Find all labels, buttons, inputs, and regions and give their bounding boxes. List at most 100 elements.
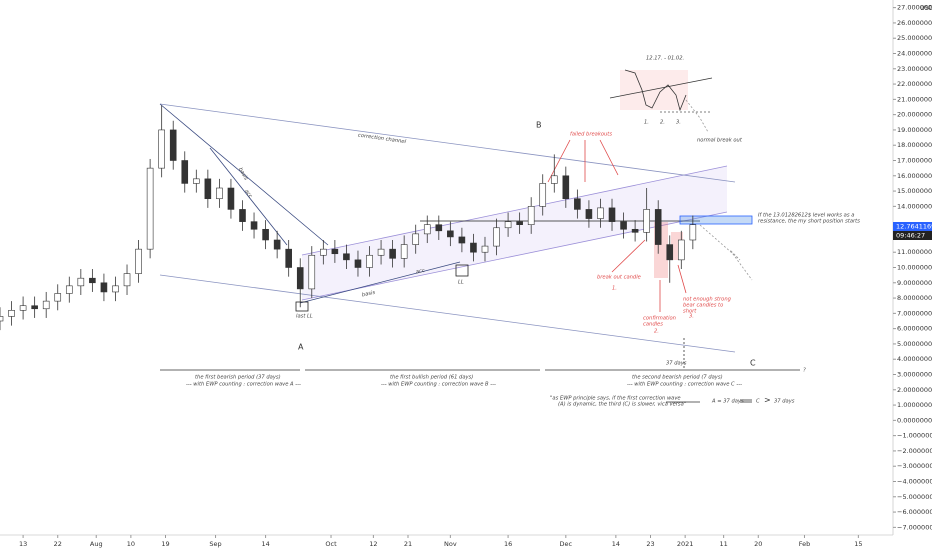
candle-body <box>562 175 570 200</box>
countdown-tag <box>893 231 932 240</box>
annotation: If the 13.01282612$ level works as a <box>758 213 854 219</box>
x-tick-label: 19 <box>161 540 169 548</box>
annotation: 37 days <box>774 399 795 405</box>
annotation: basis <box>237 167 249 182</box>
annotation: --- with EWP counting : correction wave … <box>381 382 496 388</box>
annotation: > <box>764 396 771 405</box>
annotation: last LL <box>296 314 313 320</box>
candle-body <box>54 293 62 302</box>
annotation: candles <box>643 322 663 328</box>
candle-body <box>597 207 604 219</box>
annotation: normal break out <box>697 138 743 144</box>
x-tick-label: 2021 <box>677 540 694 548</box>
annotation: the first bearish period (37 days) <box>195 375 281 381</box>
candle-body <box>262 228 269 241</box>
candle-body <box>308 254 316 290</box>
x-tick-label: 21 <box>404 540 412 548</box>
candle-body <box>412 233 420 245</box>
candle-body <box>389 248 396 259</box>
candle-body <box>550 175 558 184</box>
annotation: basis <box>361 290 376 299</box>
x-tick-label: Aug <box>90 540 103 548</box>
candle-body <box>527 206 535 226</box>
x-tick-label: Nov <box>444 540 457 548</box>
candle-body <box>666 244 674 261</box>
x-tick-label: Sep <box>209 540 221 548</box>
annotation: resistance, the my short position starts <box>758 219 860 225</box>
candle-body <box>574 198 581 210</box>
annotation: C <box>750 359 756 368</box>
candle-body <box>158 129 165 169</box>
annotation: 12.17. - 01.02. <box>646 56 684 62</box>
candle-body <box>539 183 547 207</box>
candle-body <box>435 224 443 232</box>
annotation: 37 days <box>666 361 687 367</box>
candle-body <box>677 239 685 261</box>
candle-body <box>42 300 50 310</box>
annotation: C <box>756 399 760 405</box>
candle-body <box>504 221 512 229</box>
countdown: 09:46:27 <box>896 232 925 240</box>
annotation: (A) is dynamic, the third (C) is slower,… <box>558 402 686 408</box>
candle-body <box>204 178 212 200</box>
candle-body <box>447 230 454 238</box>
candle-body <box>631 228 639 233</box>
annotation: --- with EWP counting : correction wave … <box>627 382 742 388</box>
x-tick-label: 12 <box>369 540 377 548</box>
candle-body <box>423 224 431 235</box>
candle-body <box>643 209 650 233</box>
candle-body <box>146 167 154 250</box>
candle-body <box>458 236 466 244</box>
candle-body <box>31 305 38 310</box>
drawings <box>0 0 894 536</box>
candle-body <box>8 309 15 317</box>
annotation: acc <box>243 189 253 200</box>
candle-body <box>89 277 96 284</box>
x-tick-label: 16 <box>504 540 512 548</box>
candle-body <box>216 187 223 200</box>
annotation: break out candle <box>597 275 641 281</box>
x-tick-label: Feb <box>799 540 811 548</box>
last-price: 12.76411696 <box>896 223 932 231</box>
annotation: not enough strong <box>683 297 732 303</box>
candle-body <box>250 221 258 230</box>
candle-body <box>654 209 662 245</box>
candle-body <box>620 221 627 230</box>
candle-body <box>493 227 500 247</box>
candle-body <box>273 239 281 250</box>
candle-body <box>77 277 85 287</box>
annotation: 1. <box>612 286 617 292</box>
candle-body <box>516 221 523 225</box>
candle-body <box>689 224 697 241</box>
candle-body <box>0 316 4 322</box>
candle-body <box>608 207 616 222</box>
annotation: the first bullish period (61 days) <box>390 375 473 381</box>
x-tick-label: 20 <box>754 540 762 548</box>
